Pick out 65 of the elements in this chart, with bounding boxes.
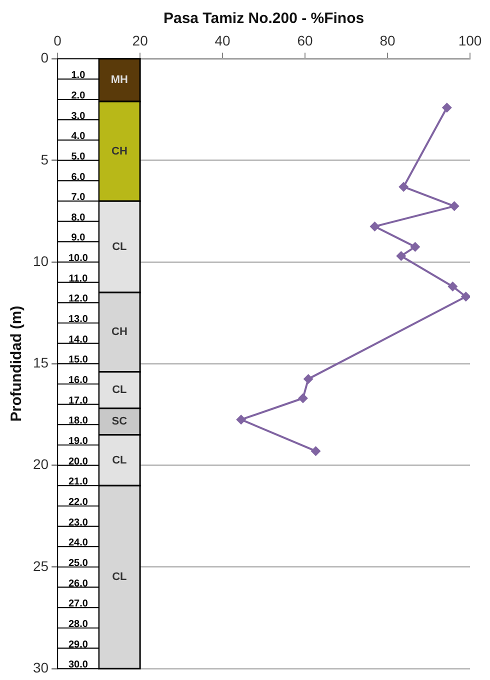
y2-tick-label: 12.0 (68, 294, 88, 305)
x-tick-label: 20 (132, 32, 148, 48)
y2-tick-label: 15.0 (68, 354, 88, 366)
band-label: CH (111, 145, 128, 158)
point (460, 292, 470, 302)
point (310, 446, 321, 456)
y2-tick-label: 30.0 (68, 660, 88, 671)
y-axis-title: Profundidad (m) (8, 306, 26, 422)
y-tick-label: 0 (40, 50, 49, 66)
y2-tick-label: 6.0 (71, 172, 86, 183)
y2-tick-label: 20.0 (68, 456, 88, 468)
point (448, 281, 458, 292)
y2-tick-label: 26.0 (68, 578, 88, 590)
y2-tick-label: 16.0 (68, 375, 88, 386)
y2-tick-label: 25.0 (68, 558, 88, 569)
band-label: SC (112, 416, 128, 428)
band-label: CL (112, 384, 128, 396)
point (449, 201, 460, 212)
point (298, 393, 308, 404)
band-label: CH (111, 326, 128, 338)
y2-tick-label: 28.0 (68, 618, 88, 630)
band-label: CL (112, 240, 128, 253)
y2-tick-label: 5.0 (71, 151, 86, 162)
y2-tick-label: 11.0 (68, 273, 88, 284)
y2-tick-label: 9.0 (71, 232, 86, 244)
y-tick-label: 5 (40, 151, 49, 168)
x-tick-label: 60 (297, 32, 314, 48)
band-label: MH (110, 74, 128, 86)
y2-tick-label: 7.0 (71, 192, 86, 204)
y2-tick-label: 13.0 (68, 314, 88, 326)
y2-tick-label: 27.0 (68, 598, 88, 610)
x-axis-title: Pasa Tamiz No.200 - %Finos (163, 10, 364, 28)
x-tick-label: 100 (458, 32, 482, 48)
point (442, 102, 452, 113)
band-label: CL (112, 454, 128, 466)
point (236, 414, 246, 425)
y2-tick-label: 1.0 (71, 70, 86, 82)
point (370, 221, 380, 232)
x-tick-label: 0 (54, 32, 62, 48)
y2-tick-label: 23.0 (68, 517, 88, 528)
y2-tick-label: 21.0 (68, 476, 88, 488)
y2-tick-label: 14.0 (68, 334, 88, 346)
y2-tick-label: 2.0 (71, 90, 86, 102)
x-tick-label: 40 (214, 32, 231, 48)
y2-tick-label: 29.0 (68, 639, 88, 650)
y2-tick-label: 4.0 (71, 131, 86, 142)
y-tick-label: 20 (32, 456, 49, 472)
band-label: CL (112, 571, 128, 584)
y2-tick-label: 10.0 (68, 253, 88, 264)
point (410, 242, 420, 252)
y2-tick-label: 24.0 (68, 538, 88, 549)
y-tick-label: 15 (32, 354, 49, 371)
y2-tick-label: 18.0 (68, 416, 88, 427)
y-tick-label: 25 (32, 558, 49, 574)
y-tick-label: 30 (32, 659, 49, 676)
y2-tick-label: 19.0 (68, 436, 88, 448)
point (398, 182, 409, 192)
y2-tick-label: 22.0 (68, 496, 88, 508)
point (303, 374, 314, 384)
x-tick-label: 80 (380, 32, 396, 48)
y-tick-label: 10 (32, 252, 49, 269)
y2-tick-label: 8.0 (71, 212, 86, 224)
point (396, 250, 406, 261)
y2-tick-label: 3.0 (71, 110, 86, 122)
y2-tick-label: 17.0 (68, 395, 88, 406)
